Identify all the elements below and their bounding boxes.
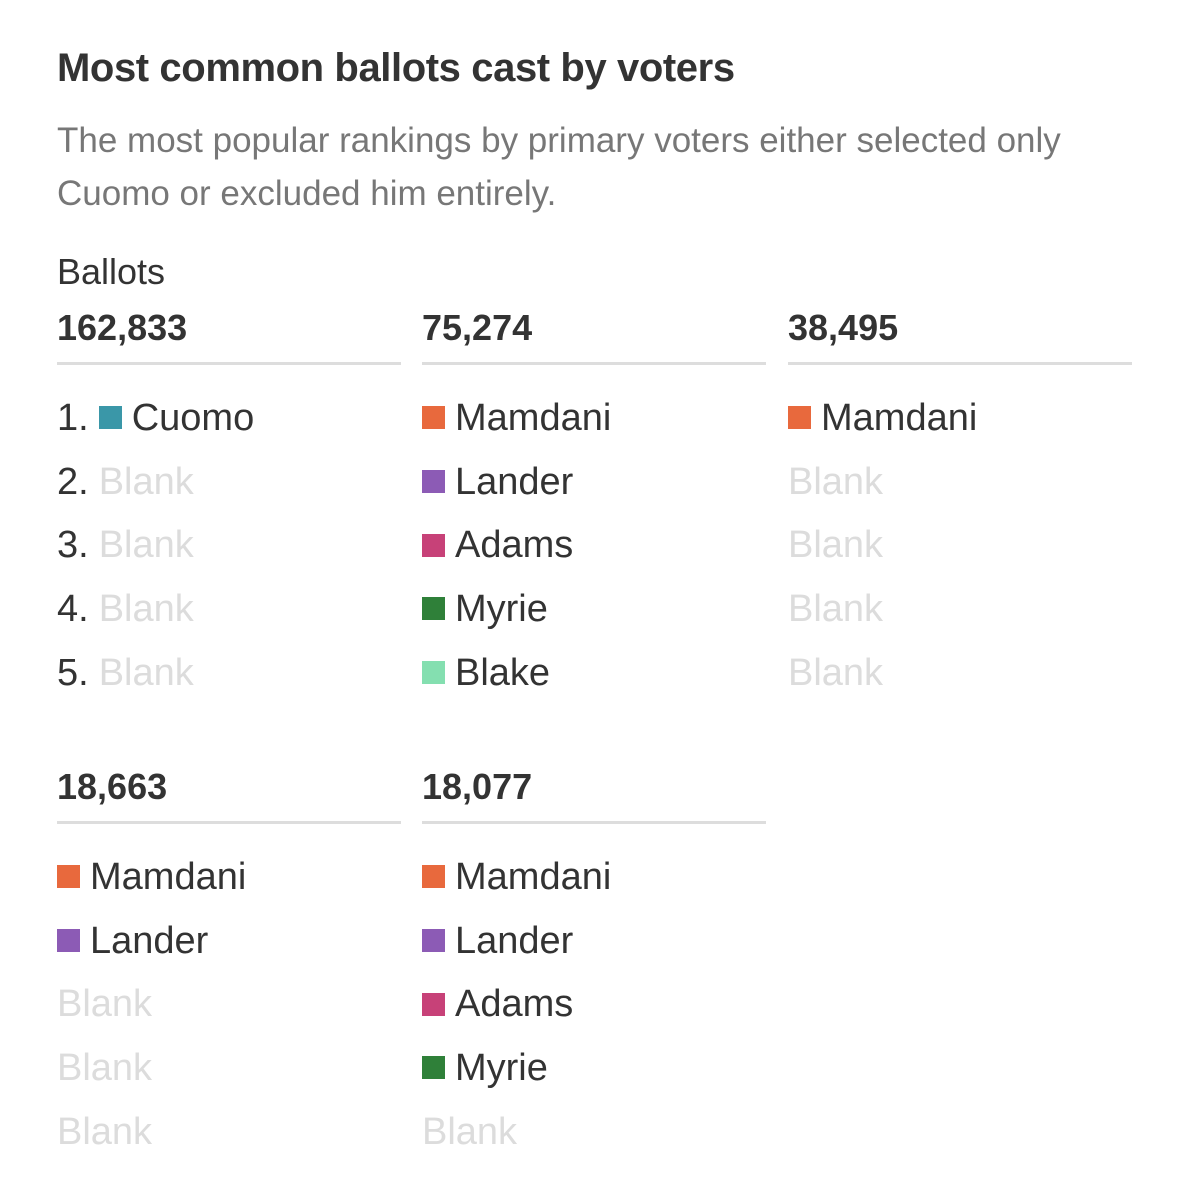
candidate-color-swatch (57, 929, 80, 953)
candidate-color-swatch (422, 992, 445, 1016)
ranking-row: Blank (57, 1036, 401, 1100)
candidate-color-swatch (422, 406, 445, 430)
candidate-name: Lander (455, 460, 574, 503)
blank-label: Blank (57, 1046, 153, 1089)
ballot-count: 75,274 (422, 307, 533, 348)
ranking-row: Mamdani (57, 845, 401, 909)
divider (57, 362, 401, 365)
candidate-color-swatch (422, 597, 445, 621)
blank-label: Blank (98, 651, 194, 694)
divider (422, 821, 766, 824)
ranking-row: 1. Cuomo (57, 386, 401, 450)
candidate-color-swatch (98, 406, 122, 430)
ranking-row: 5. Blank (57, 641, 401, 705)
rank-number: 3. (57, 524, 89, 567)
ranking-row: Mamdani (788, 386, 1132, 450)
divider (422, 362, 766, 365)
ranking-row: Blank (788, 577, 1132, 641)
ballot-count: 38,495 (788, 307, 899, 348)
ranking-row: Lander (422, 450, 766, 514)
ranking-row: Blake (422, 641, 766, 705)
divider (57, 821, 401, 824)
ranking-row: 3. Blank (57, 513, 401, 577)
rank-number: 1. (57, 396, 89, 439)
ranking-list: Mamdani Lander Adams Myrie Blank (422, 845, 766, 1163)
candidate-name: Adams (455, 983, 574, 1026)
ranking-list: 1. Cuomo 2. Blank 3. Blank 4. Blank 5. Blank (57, 386, 401, 704)
candidate-color-swatch (422, 1056, 445, 1080)
blank-label: Blank (57, 1110, 153, 1153)
candidate-color-swatch (422, 533, 445, 557)
candidate-color-swatch (422, 865, 445, 889)
ranking-row: Blank (57, 1100, 401, 1164)
chart-title: Most common ballots cast by voters (57, 46, 735, 90)
candidate-name: Myrie (455, 587, 548, 630)
candidate-color-swatch (57, 865, 80, 889)
ballot-count: 18,077 (422, 766, 533, 807)
blank-label: Blank (788, 460, 884, 503)
candidate-color-swatch (422, 661, 445, 685)
ranking-row: 2. Blank (57, 450, 401, 514)
ranking-row: Lander (57, 909, 401, 973)
candidate-name: Mamdani (90, 855, 247, 898)
blank-label: Blank (57, 983, 153, 1026)
divider (788, 362, 1132, 365)
rank-number: 5. (57, 651, 89, 694)
blank-label: Blank (788, 587, 884, 630)
ranking-row: Adams (422, 972, 766, 1036)
ranking-row: Blank (422, 1100, 766, 1164)
blank-label: Blank (98, 587, 194, 630)
ranking-list: Mamdani Lander Adams Myrie Blake (422, 386, 766, 704)
candidate-name: Mamdani (455, 855, 612, 898)
candidate-name: Lander (90, 919, 209, 962)
value-axis-label: Ballots (57, 251, 166, 292)
ballot-count: 18,663 (57, 766, 168, 807)
ranking-list: Mamdani Lander Blank Blank Blank (57, 845, 401, 1163)
candidate-name: Mamdani (821, 396, 978, 439)
chart-subtitle: The most popular rankings by primary vot… (57, 121, 1061, 213)
ranking-row: Blank (57, 972, 401, 1036)
ranking-row: 4. Blank (57, 577, 401, 641)
candidate-name: Cuomo (131, 396, 255, 439)
ranking-row: Blank (788, 513, 1132, 577)
candidate-name: Mamdani (455, 396, 612, 439)
ranking-list: Mamdani Blank Blank Blank Blank (788, 386, 1132, 704)
ranking-row: Blank (788, 641, 1132, 705)
candidate-name: Myrie (455, 1046, 548, 1089)
ballot-count: 162,833 (57, 307, 188, 348)
blank-label: Blank (422, 1110, 518, 1153)
blank-label: Blank (98, 524, 194, 567)
ranking-row: Myrie (422, 577, 766, 641)
blank-label: Blank (788, 651, 884, 694)
blank-label: Blank (788, 524, 884, 567)
ranking-row: Mamdani (422, 386, 766, 450)
candidate-name: Lander (455, 919, 574, 962)
rank-number: 2. (57, 460, 89, 503)
ranking-row: Lander (422, 909, 766, 973)
ranking-row: Mamdani (422, 845, 766, 909)
ranking-row: Blank (788, 450, 1132, 514)
ranking-row: Myrie (422, 1036, 766, 1100)
candidate-color-swatch (422, 929, 445, 953)
candidate-color-swatch (788, 406, 811, 430)
ranking-row: Adams (422, 513, 766, 577)
rank-number: 4. (57, 587, 89, 630)
candidate-name: Adams (455, 524, 574, 567)
blank-label: Blank (98, 460, 194, 503)
candidate-name: Blake (455, 651, 551, 694)
candidate-color-swatch (422, 470, 445, 494)
